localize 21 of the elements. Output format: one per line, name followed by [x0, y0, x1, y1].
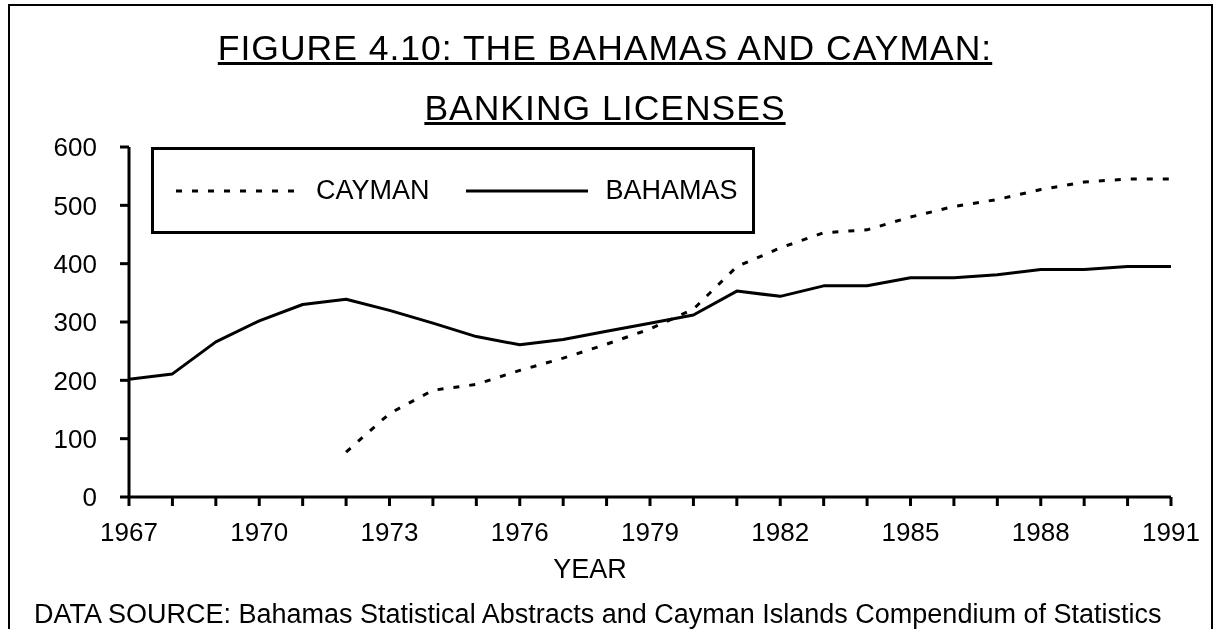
y-tick-label: 600 — [53, 132, 97, 163]
x-tick-label: 1970 — [230, 517, 289, 548]
y-tick-label: 500 — [53, 190, 97, 221]
x-tick-label: 1973 — [360, 517, 419, 548]
x-tick-label: 1982 — [751, 517, 810, 548]
source-note: DATA SOURCE: Bahamas Statistical Abstracts and Cayman Islands Compendium of Statistics — [34, 599, 1162, 629]
x-tick-label: 1967 — [100, 517, 158, 548]
y-tick-label: 100 — [53, 423, 97, 454]
x-tick-label: 1988 — [1011, 517, 1070, 548]
x-tick-label: 1976 — [490, 517, 549, 548]
y-tick-label: 300 — [53, 307, 97, 338]
legend-label: CAYMAN — [316, 175, 430, 206]
y-tick-label: 0 — [82, 482, 97, 513]
x-axis-title: YEAR — [553, 554, 627, 584]
y-tick-label: 200 — [53, 365, 97, 396]
x-tick-label: 1979 — [621, 517, 679, 548]
legend-label: BAHAMAS — [605, 175, 738, 206]
chart-title: FIGURE 4.10: THE BAHAMAS AND CAYMAN: BANKING LICENSES — [216, 27, 994, 130]
x-tick-label: 1991 — [1142, 517, 1200, 548]
x-tick-label: 1985 — [881, 517, 940, 548]
y-tick-label: 400 — [53, 248, 97, 279]
